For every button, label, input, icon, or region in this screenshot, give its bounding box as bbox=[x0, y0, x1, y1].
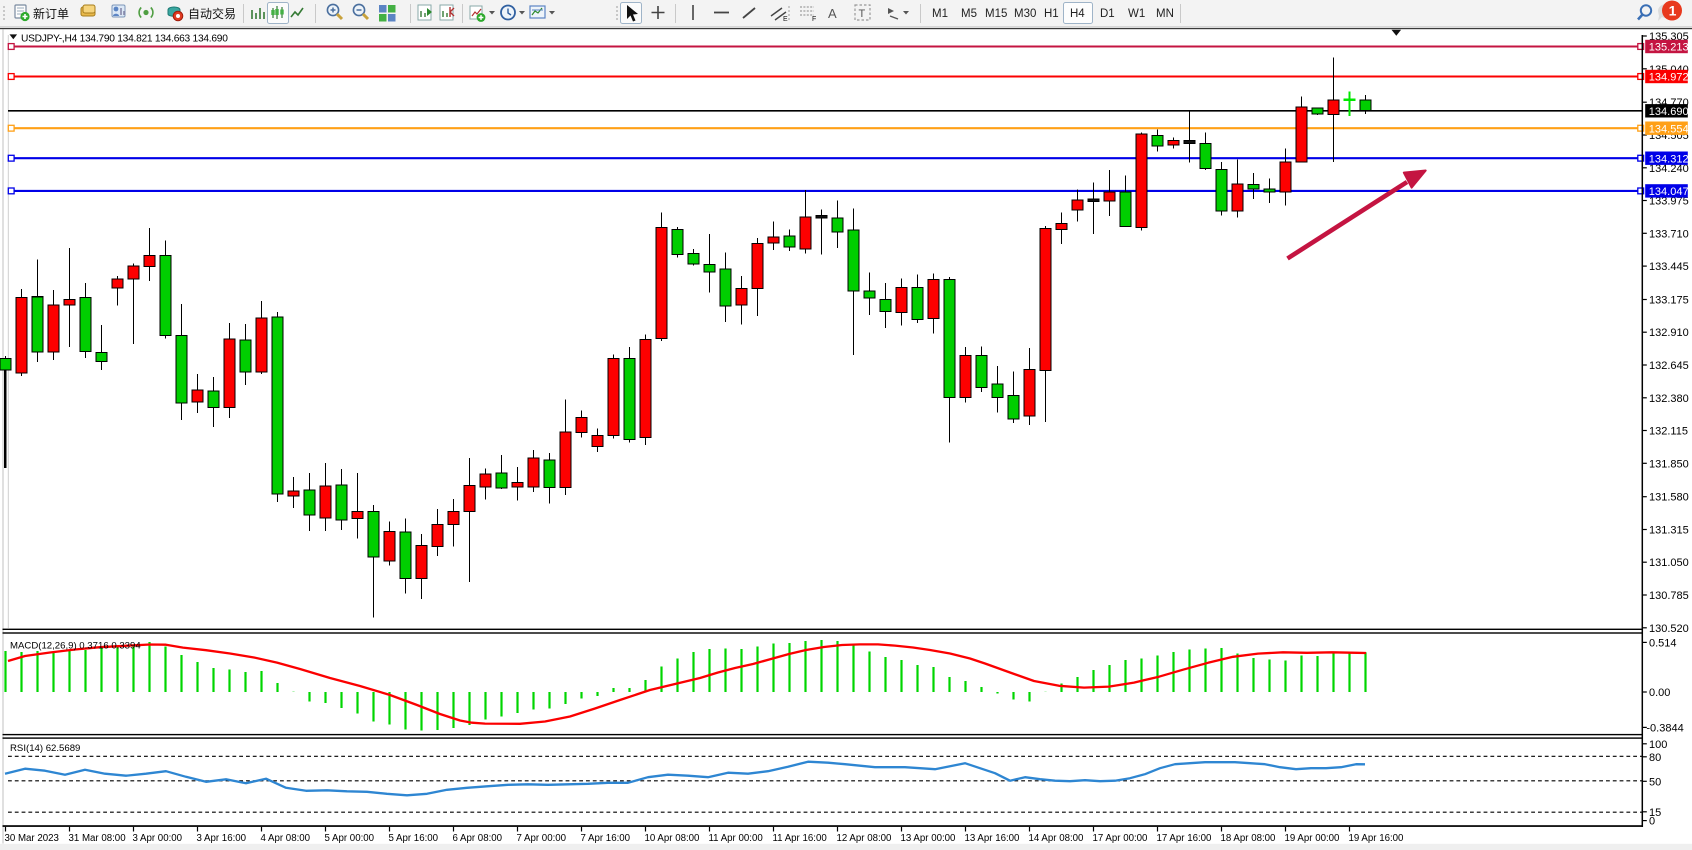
svg-text:133.445: 133.445 bbox=[1649, 261, 1689, 273]
svg-text:M15: M15 bbox=[985, 8, 1007, 20]
svg-text:14 Apr 08:00: 14 Apr 08:00 bbox=[1029, 833, 1085, 844]
svg-text:19 Apr 16:00: 19 Apr 16:00 bbox=[1349, 833, 1405, 844]
svg-text:131.580: 131.580 bbox=[1649, 492, 1689, 504]
svg-text:18 Apr 08:00: 18 Apr 08:00 bbox=[1221, 833, 1277, 844]
svg-text:134.047: 134.047 bbox=[1649, 186, 1689, 198]
svg-text:131.315: 131.315 bbox=[1649, 525, 1689, 537]
svg-text:134.312: 134.312 bbox=[1649, 153, 1689, 165]
svg-text:M1: M1 bbox=[932, 8, 948, 20]
svg-text:H4: H4 bbox=[1070, 8, 1085, 20]
svg-text:13 Apr 00:00: 13 Apr 00:00 bbox=[901, 833, 957, 844]
svg-text:6 Apr 08:00: 6 Apr 08:00 bbox=[453, 833, 503, 844]
svg-text:10 Apr 08:00: 10 Apr 08:00 bbox=[645, 833, 701, 844]
svg-text:13 Apr 16:00: 13 Apr 16:00 bbox=[965, 833, 1021, 844]
svg-text:A: A bbox=[828, 6, 837, 21]
svg-text:MN: MN bbox=[1156, 8, 1174, 20]
svg-text:132.380: 132.380 bbox=[1649, 393, 1689, 405]
svg-text:4 Apr 08:00: 4 Apr 08:00 bbox=[261, 833, 311, 844]
svg-text:135.213: 135.213 bbox=[1649, 42, 1689, 54]
svg-text:7 Apr 16:00: 7 Apr 16:00 bbox=[581, 833, 631, 844]
svg-text:132.645: 132.645 bbox=[1649, 360, 1689, 372]
svg-text:5 Apr 00:00: 5 Apr 00:00 bbox=[325, 833, 375, 844]
svg-text:RSI(14) 62.5689: RSI(14) 62.5689 bbox=[10, 743, 80, 754]
svg-text:T: T bbox=[859, 8, 866, 20]
svg-text:50: 50 bbox=[1649, 776, 1661, 788]
svg-text:M5: M5 bbox=[961, 8, 977, 20]
svg-text:133.175: 133.175 bbox=[1649, 295, 1689, 307]
svg-text:新订单: 新订单 bbox=[33, 6, 69, 21]
svg-text:-0.3844: -0.3844 bbox=[1646, 722, 1683, 734]
svg-text:80: 80 bbox=[1649, 752, 1661, 764]
svg-text:131.050: 131.050 bbox=[1649, 557, 1689, 569]
svg-text:130.520: 130.520 bbox=[1649, 623, 1689, 635]
svg-text:132.910: 132.910 bbox=[1649, 327, 1689, 339]
svg-text:133.710: 133.710 bbox=[1649, 228, 1689, 240]
svg-text:15: 15 bbox=[1649, 807, 1661, 819]
svg-text:7 Apr 00:00: 7 Apr 00:00 bbox=[517, 833, 567, 844]
svg-text:H1: H1 bbox=[1044, 8, 1059, 20]
svg-text:17 Apr 16:00: 17 Apr 16:00 bbox=[1157, 833, 1213, 844]
svg-text:134.554: 134.554 bbox=[1649, 123, 1689, 135]
svg-text:17 Apr 00:00: 17 Apr 00:00 bbox=[1093, 833, 1149, 844]
svg-text:3 Apr 00:00: 3 Apr 00:00 bbox=[133, 833, 183, 844]
svg-text:W1: W1 bbox=[1128, 8, 1145, 20]
svg-text:自动交易: 自动交易 bbox=[188, 6, 236, 21]
svg-text:11 Apr 00:00: 11 Apr 00:00 bbox=[709, 833, 764, 844]
svg-text:134.240: 134.240 bbox=[1649, 163, 1689, 175]
svg-text:11 Apr 16:00: 11 Apr 16:00 bbox=[773, 833, 828, 844]
svg-text:131.850: 131.850 bbox=[1649, 458, 1689, 470]
svg-text:31 Mar 08:00: 31 Mar 08:00 bbox=[69, 833, 127, 844]
svg-text:132.115: 132.115 bbox=[1649, 426, 1688, 438]
svg-text:134.690: 134.690 bbox=[1649, 106, 1689, 118]
svg-text:100: 100 bbox=[1649, 739, 1667, 751]
svg-text:19 Apr 00:00: 19 Apr 00:00 bbox=[1285, 833, 1341, 844]
svg-text:133.975: 133.975 bbox=[1649, 196, 1689, 208]
svg-text:0: 0 bbox=[1649, 816, 1655, 828]
svg-text:D1: D1 bbox=[1100, 8, 1115, 20]
svg-text:0.514: 0.514 bbox=[1649, 637, 1677, 649]
svg-text:E: E bbox=[783, 16, 788, 23]
svg-text:F: F bbox=[812, 16, 816, 23]
svg-text:12 Apr 08:00: 12 Apr 08:00 bbox=[837, 833, 893, 844]
svg-text:5 Apr 16:00: 5 Apr 16:00 bbox=[389, 833, 439, 844]
svg-text:MACD(12,26,9) 0.3716 0.3394: MACD(12,26,9) 0.3716 0.3394 bbox=[10, 641, 141, 652]
svg-text:1: 1 bbox=[1669, 3, 1677, 19]
svg-text:0.00: 0.00 bbox=[1649, 687, 1670, 699]
svg-text:130.785: 130.785 bbox=[1649, 590, 1689, 602]
svg-text:134.972: 134.972 bbox=[1649, 72, 1689, 84]
svg-text:3 Apr 16:00: 3 Apr 16:00 bbox=[197, 833, 247, 844]
svg-text:M30: M30 bbox=[1014, 8, 1036, 20]
svg-text:USDJPY-,H4 134.790 134.821 13: USDJPY-,H4 134.790 134.821 134.663 134.6… bbox=[21, 33, 228, 44]
svg-text:30 Mar 2023: 30 Mar 2023 bbox=[5, 833, 59, 844]
